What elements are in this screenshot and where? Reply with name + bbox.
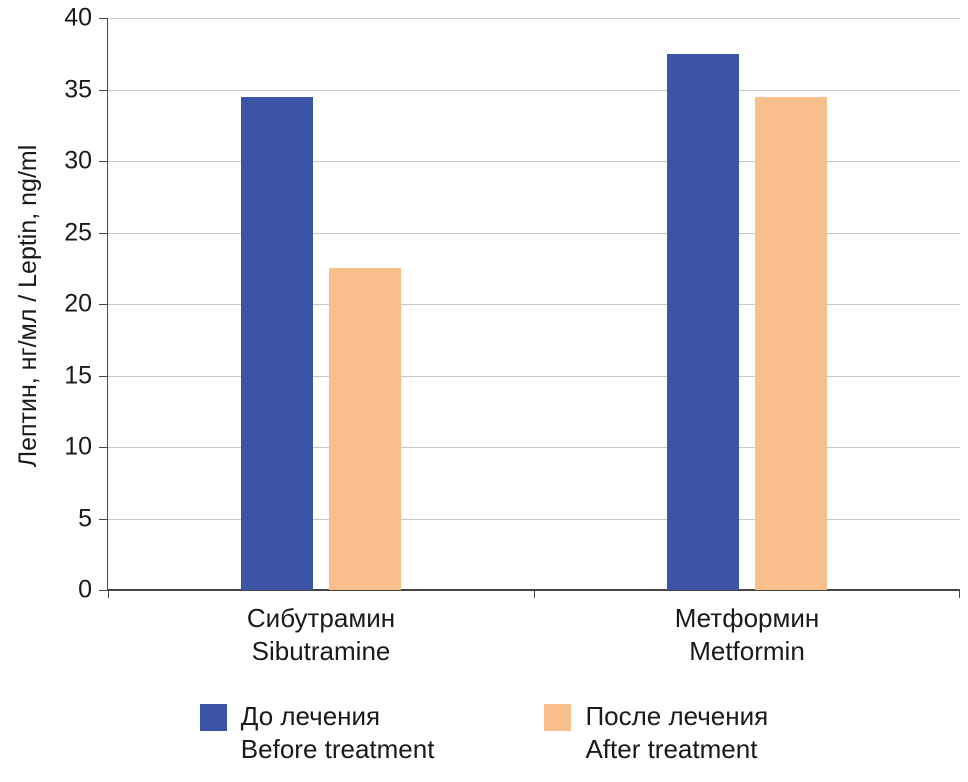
y-tickmark-30 xyxy=(99,161,107,162)
y-tick-label-0: 0 xyxy=(78,575,92,604)
x-tickmark-0 xyxy=(108,590,109,598)
y-tickmark-25 xyxy=(99,232,107,234)
category-label-ru: Сибутрамин xyxy=(246,603,396,633)
legend-label: До лечения Before treatment xyxy=(241,700,435,766)
gridline-40 xyxy=(108,18,960,19)
y-tick-label-15: 15 xyxy=(64,361,92,389)
legend-swatch-after-icon xyxy=(544,704,572,731)
gridline-35 xyxy=(108,89,960,91)
gridline-5 xyxy=(108,518,960,520)
y-tickmark-40 xyxy=(99,18,107,19)
y-tickmark-20 xyxy=(99,304,107,305)
bar-metformin-before xyxy=(667,53,739,590)
x-axis-line xyxy=(107,589,960,591)
gridline-20 xyxy=(108,304,960,305)
gridline-10 xyxy=(108,447,960,448)
plot-area xyxy=(99,18,960,598)
y-tick-label-25: 25 xyxy=(64,218,92,246)
category-label-sibutramine: Сибутрамин Sibutramine xyxy=(121,602,521,668)
y-tickmark-35 xyxy=(99,89,107,91)
legend-label-en: After treatment xyxy=(585,734,758,764)
gridline-15 xyxy=(108,375,960,377)
y-tick-label-10: 10 xyxy=(64,432,92,461)
legend-label-ru: После лечения xyxy=(585,701,769,731)
y-tick-label-20: 20 xyxy=(64,289,92,318)
legend-item-after-treatment: После лечения After treatment xyxy=(544,700,768,766)
legend-label-ru: До лечения xyxy=(240,701,381,731)
y-tickmark-10 xyxy=(99,447,107,448)
legend-item-before-treatment: До лечения Before treatment xyxy=(199,700,435,766)
bar-metformin-after xyxy=(755,96,827,590)
y-tick-label-30: 30 xyxy=(64,146,92,175)
gridline-30 xyxy=(108,161,960,162)
y-tickmark-5 xyxy=(99,518,107,520)
y-tickmark-15 xyxy=(99,375,107,377)
legend-swatch-before-icon xyxy=(199,704,227,731)
y-tick-label-40: 40 xyxy=(64,3,92,32)
gridline-25 xyxy=(108,232,960,234)
category-label-en: Metformin xyxy=(689,636,805,666)
legend-label: После лечения After treatment xyxy=(585,700,768,766)
x-tickmark-2 xyxy=(959,590,960,598)
bar-sibutramine-before xyxy=(241,96,313,590)
bar-sibutramine-after xyxy=(329,268,401,590)
category-label-en: Sibutramine xyxy=(251,636,391,666)
category-label-metformin: Метформин Metformin xyxy=(547,602,947,668)
category-label-ru: Метформин xyxy=(674,603,820,633)
y-axis-line xyxy=(107,18,108,590)
legend: До лечения Before treatment После лечения A… xyxy=(0,700,968,766)
y-tickmark-0 xyxy=(99,590,107,591)
legend-label-en: Before treatment xyxy=(240,734,435,764)
x-tickmark-1 xyxy=(534,590,535,598)
y-tick-label-35: 35 xyxy=(64,75,92,103)
y-tick-label-5: 5 xyxy=(78,504,92,532)
